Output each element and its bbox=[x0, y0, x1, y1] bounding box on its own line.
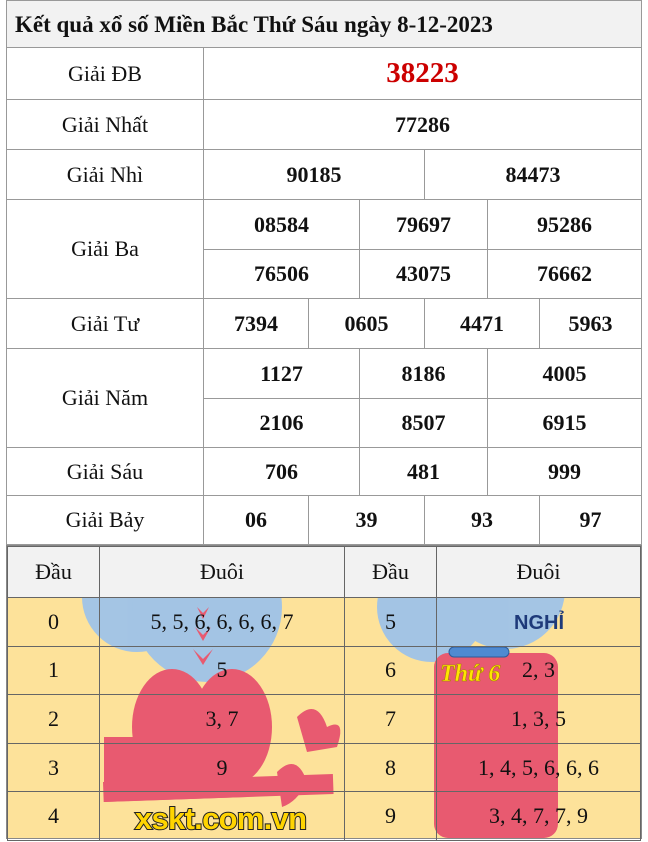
header-duoi: Đuôi bbox=[436, 546, 641, 598]
prize-number: 8186 bbox=[360, 349, 488, 398]
prize-row-nhi: Giải Nhì 90185 84473 bbox=[7, 150, 641, 200]
results-table: Kết quả xổ số Miền Bắc Thứ Sáu ngày 8-12… bbox=[6, 0, 642, 545]
tail-digits bbox=[99, 791, 345, 841]
prize-row-bay: Giải Bảy 06 39 93 97 bbox=[7, 496, 641, 544]
prize-number: 90185 bbox=[204, 150, 425, 199]
prize-label: Giải Năm bbox=[7, 349, 204, 447]
prize-row-nam: Giải Năm 1127 8186 4005 2106 8507 6915 bbox=[7, 349, 641, 448]
prize-label: Giải Tư bbox=[7, 299, 204, 348]
prize-number: 43075 bbox=[360, 250, 488, 298]
loto-row: 3 9 8 1, 4, 5, 6, 6, 6 bbox=[7, 742, 641, 793]
tail-digits: 9 bbox=[99, 742, 345, 793]
head-digit: 7 bbox=[344, 694, 437, 744]
header-duoi: Đuôi bbox=[99, 546, 345, 598]
head-digit: 4 bbox=[7, 791, 100, 841]
prize-number: 08584 bbox=[204, 200, 360, 249]
prize-number: 4471 bbox=[425, 299, 540, 348]
prize-number: 97 bbox=[579, 507, 602, 532]
page-title: Kết quả xổ số Miền Bắc Thứ Sáu ngày 8-12… bbox=[7, 1, 641, 48]
prize-row-nhat: Giải Nhất 77286 bbox=[7, 100, 641, 150]
loto-row: 1 5 6 2, 3 bbox=[7, 645, 641, 696]
prize-number: 95286 bbox=[537, 211, 592, 237]
prize-number: 4005 bbox=[542, 360, 587, 386]
loto-row: 2 3, 7 7 1, 3, 5 bbox=[7, 694, 641, 744]
tail-digits: 3, 4, 7, 7, 9 bbox=[436, 791, 641, 841]
prize-number: 93 bbox=[425, 496, 540, 544]
head-digit: 9 bbox=[344, 791, 437, 841]
tail-digits: 3, 7 bbox=[99, 694, 345, 744]
prize-number: 76506 bbox=[204, 250, 360, 298]
tail-digits: 1, 4, 5, 6, 6, 6 bbox=[436, 742, 641, 793]
prize-row-sau: Giải Sáu 706 481 999 bbox=[7, 448, 641, 496]
head-digit: 8 bbox=[344, 742, 437, 793]
prize-label: Giải Nhì bbox=[7, 150, 204, 199]
prize-row-db: Giải ĐB 38223 bbox=[7, 48, 641, 100]
prize-row-tu: Giải Tư 7394 0605 4471 5963 bbox=[7, 299, 641, 349]
special-prize-number: 38223 bbox=[386, 57, 459, 89]
prize-label: Giải Sáu bbox=[7, 448, 204, 495]
prize-number: 706 bbox=[204, 448, 360, 495]
prize-number: 79697 bbox=[360, 200, 488, 249]
prize-number: 1127 bbox=[204, 349, 360, 398]
prize-number: 77286 bbox=[395, 111, 450, 137]
prize-label: Giải Ba bbox=[7, 200, 204, 298]
prize-number: 8507 bbox=[360, 399, 488, 447]
prize-number: 0605 bbox=[309, 299, 425, 348]
head-digit: 6 bbox=[344, 645, 437, 696]
prize-label: Giải ĐB bbox=[7, 48, 204, 99]
prize-number: 2106 bbox=[204, 399, 360, 447]
head-digit: 2 bbox=[7, 694, 100, 744]
header-dau: Đầu bbox=[344, 546, 437, 598]
prize-number: 06 bbox=[204, 496, 309, 544]
loto-row: 4 9 3, 4, 7, 7, 9 bbox=[7, 791, 641, 841]
loto-table: NGHỈ Thứ 6 xskt.com.vn Đầu Đuôi Đầu Đuôi… bbox=[6, 545, 642, 841]
tail-digits: 5, 5, 6, 6, 6, 6, 7 bbox=[99, 597, 345, 647]
header-dau: Đầu bbox=[7, 546, 100, 598]
prize-label: Giải Bảy bbox=[7, 496, 204, 544]
prize-number: 76662 bbox=[537, 261, 592, 286]
head-digit: 0 bbox=[7, 597, 100, 647]
tail-digits: 1, 3, 5 bbox=[436, 694, 641, 744]
prize-number: 7394 bbox=[204, 299, 309, 348]
prize-number: 6915 bbox=[542, 410, 587, 435]
prize-label: Giải Nhất bbox=[7, 100, 204, 149]
prize-number: 39 bbox=[309, 496, 425, 544]
tail-digits bbox=[436, 597, 641, 647]
head-digit: 1 bbox=[7, 645, 100, 696]
head-digit: 5 bbox=[344, 597, 437, 647]
tail-digits: 2, 3 bbox=[436, 645, 641, 696]
tail-digits: 5 bbox=[99, 645, 345, 696]
prize-number: 84473 bbox=[505, 161, 561, 187]
head-digit: 3 bbox=[7, 742, 100, 793]
prize-number: 481 bbox=[360, 448, 488, 495]
prize-number: 999 bbox=[548, 458, 581, 484]
prize-row-ba: Giải Ba 08584 79697 95286 76506 43075 76… bbox=[7, 200, 641, 299]
prize-number: 5963 bbox=[568, 310, 613, 336]
loto-header-row: Đầu Đuôi Đầu Đuôi bbox=[7, 546, 641, 598]
